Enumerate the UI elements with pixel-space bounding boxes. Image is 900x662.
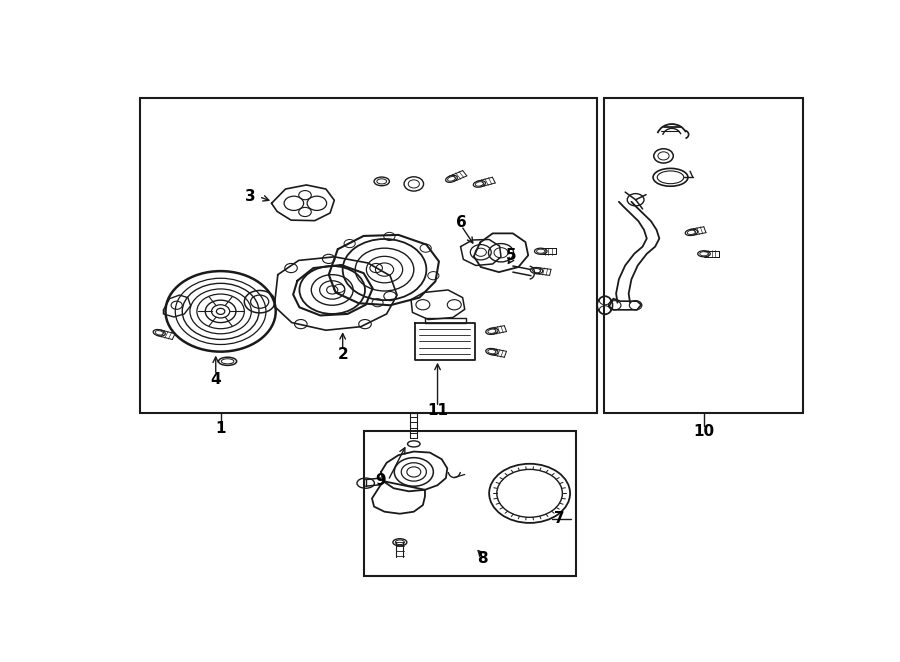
Text: 1: 1 [215,421,226,436]
Text: 11: 11 [427,403,448,418]
Text: 4: 4 [211,371,221,387]
Bar [604,98,803,413]
Text: 3: 3 [246,189,256,204]
Text: 9: 9 [375,473,386,488]
Bar [364,431,576,577]
Text: 5: 5 [506,248,517,263]
Text: 10: 10 [693,424,715,439]
Text: 8: 8 [477,551,488,566]
Text: 7: 7 [554,511,564,526]
Bar [140,98,598,413]
Text: 6: 6 [456,214,466,230]
Text: 2: 2 [338,347,348,362]
